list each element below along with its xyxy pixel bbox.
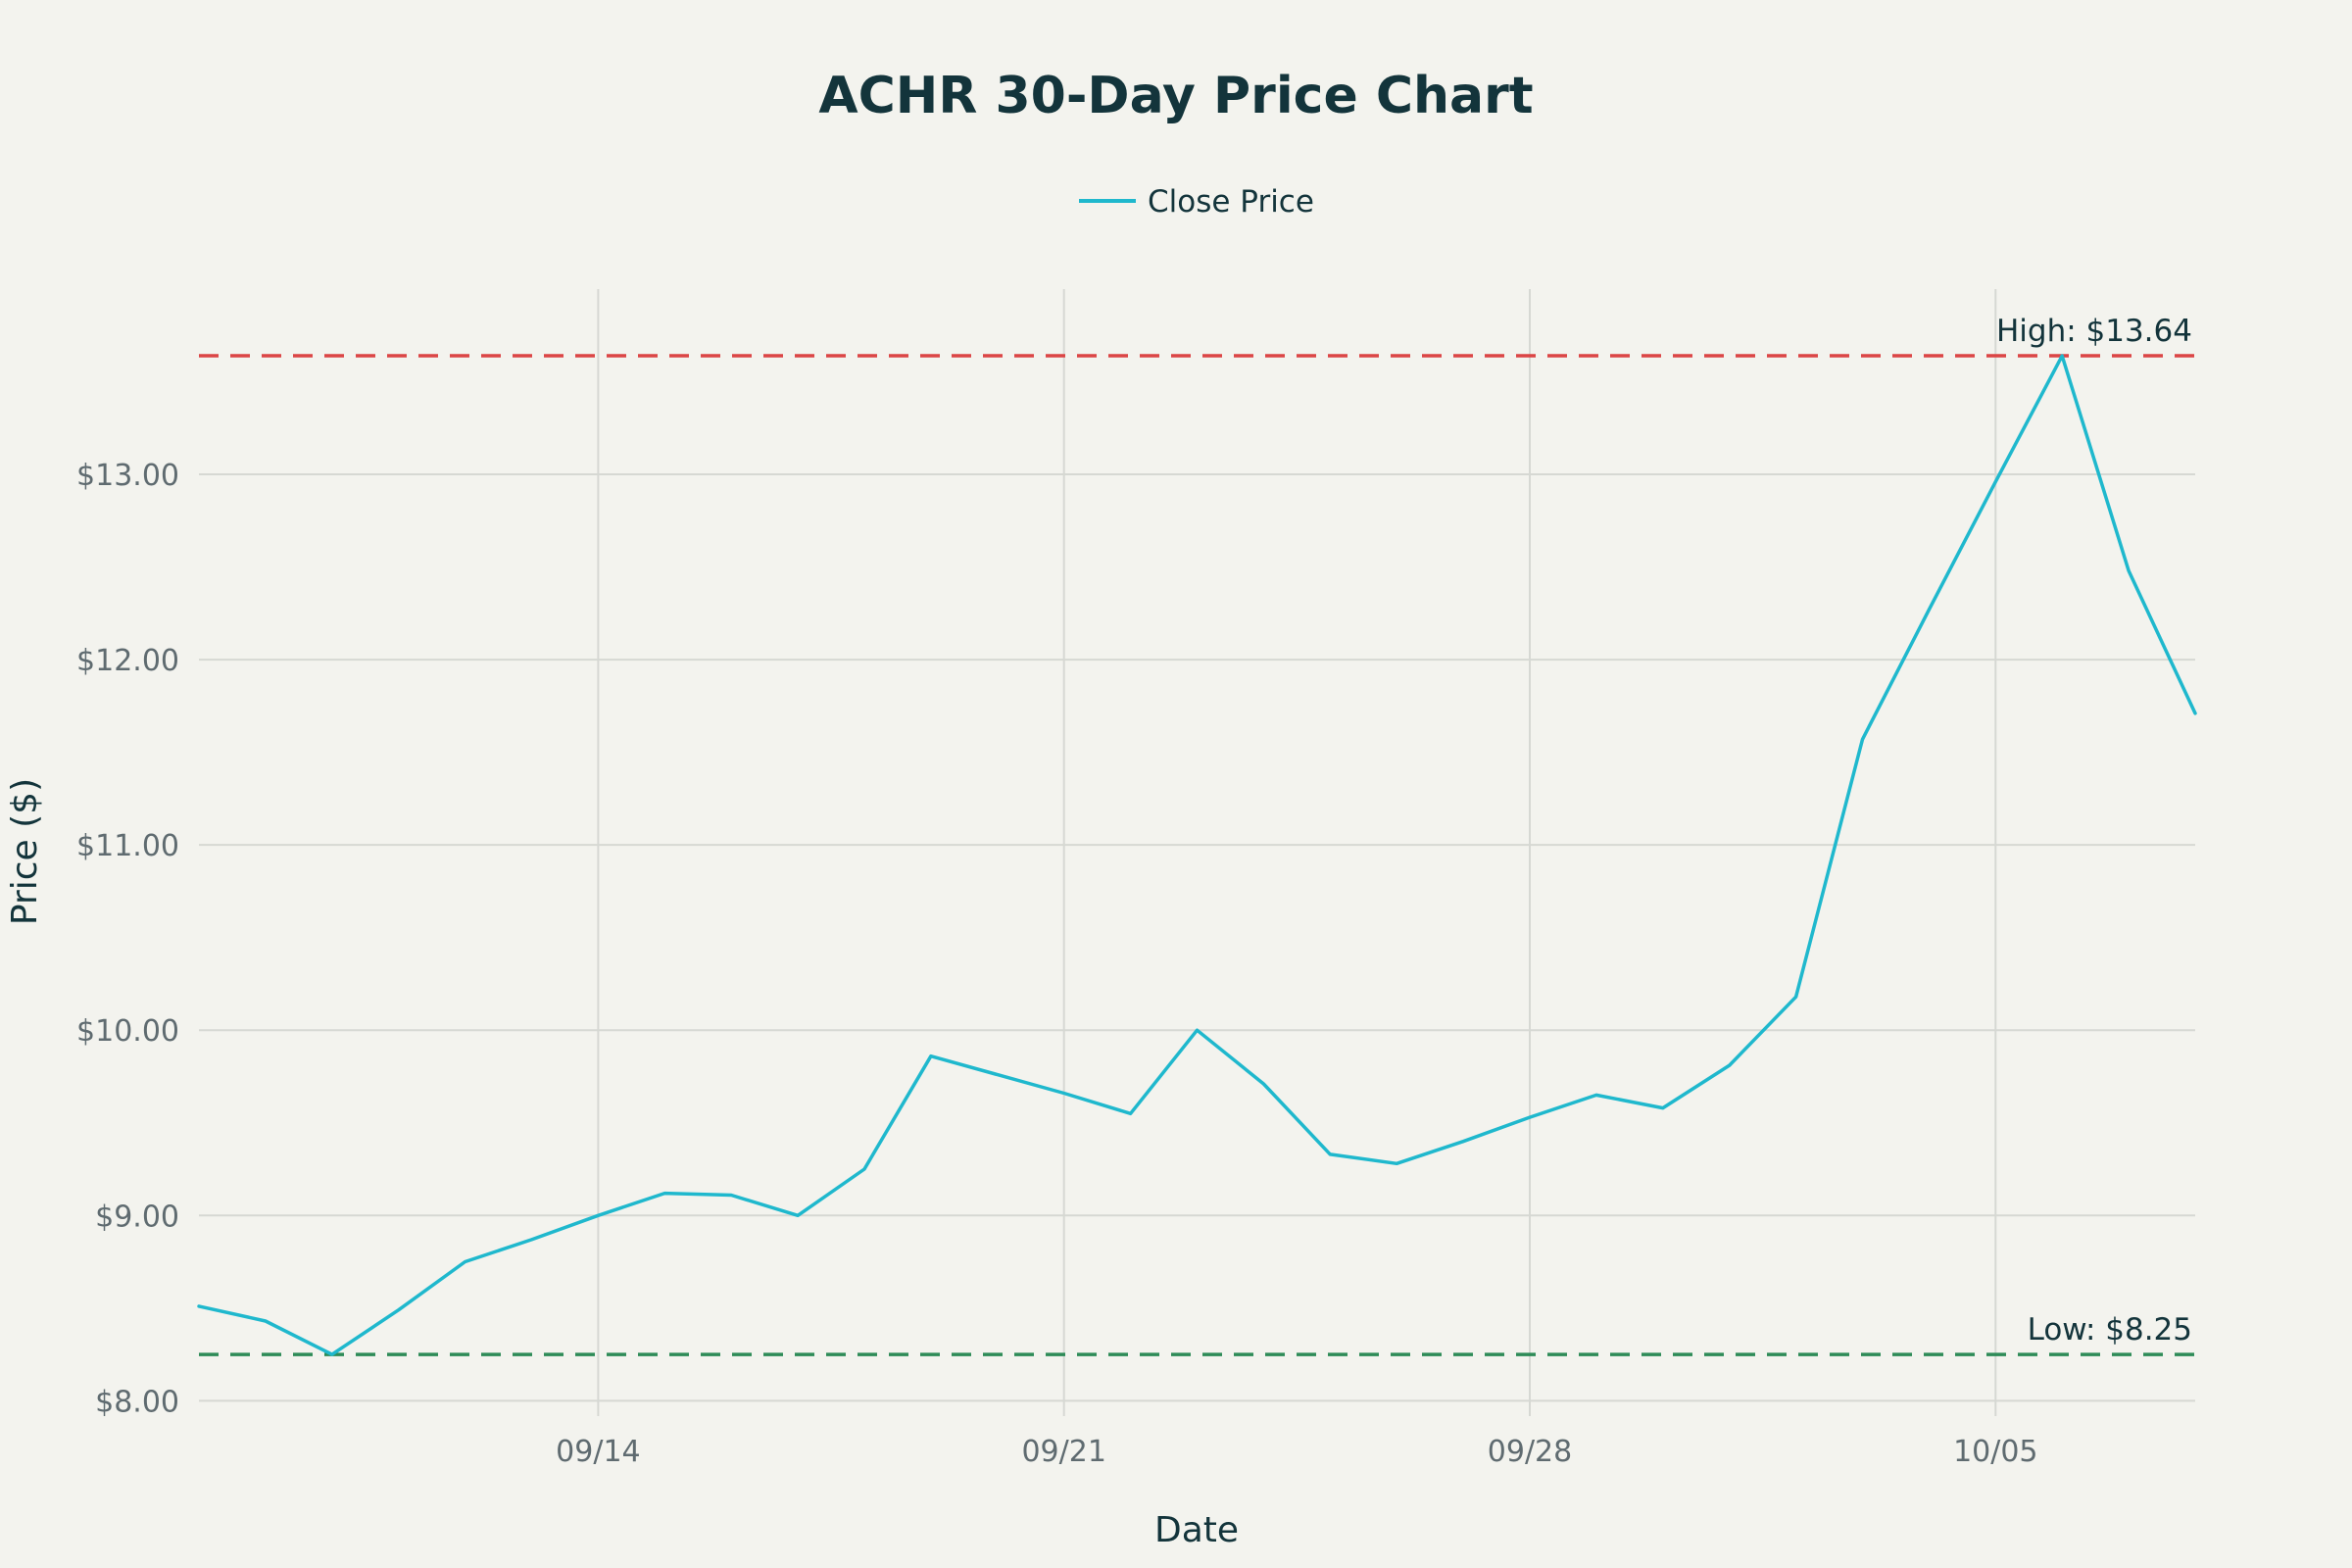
close-price-point (1197, 1030, 1198, 1031)
close-price-point (664, 1193, 665, 1194)
close-price-point (1595, 1095, 1596, 1096)
close-price-point (997, 1074, 998, 1075)
close-price-point (265, 1321, 266, 1322)
series-layer (197, 354, 2197, 1356)
y-axis-ticks: $8.00 $9.00 $10.00 $11.00 $12.00 $13.00 (76, 459, 179, 1419)
close-price-point (1729, 1065, 1730, 1066)
close-price-point (1463, 1141, 1464, 1142)
close-price-point (2195, 712, 2196, 713)
close-price-point (2062, 356, 2063, 357)
high-annotation: High: $13.64 (1996, 314, 2192, 349)
close-price-point (1862, 739, 1863, 740)
chart-legend: Close Price (1079, 184, 1314, 220)
x-tick-label: 09/14 (556, 1435, 640, 1469)
close-price-point (1929, 610, 1930, 611)
y-tick-label: $12.00 (76, 644, 179, 678)
low-annotation: Low: $8.25 (2028, 1312, 2192, 1348)
chart-title: ACHR 30-Day Price Chart (818, 67, 1533, 125)
close-price-point (731, 1195, 732, 1196)
close-price-point (798, 1215, 799, 1216)
y-tick-label: $9.00 (95, 1200, 179, 1234)
close-price-point (1330, 1153, 1331, 1154)
x-axis-title: Date (1154, 1510, 1239, 1550)
close-price-point (398, 1309, 399, 1310)
x-tick-label: 09/28 (1488, 1435, 1572, 1469)
close-price-point (1130, 1113, 1131, 1114)
close-price-point (2129, 570, 2130, 571)
close-price-point (864, 1169, 865, 1170)
y-tick-label: $10.00 (76, 1014, 179, 1049)
close-price-point (1530, 1117, 1531, 1118)
x-axis-ticks: 09/14 09/21 09/28 10/05 (556, 1435, 2037, 1469)
close-price-point (465, 1261, 466, 1262)
close-price-point (1662, 1107, 1663, 1108)
close-price-point (598, 1215, 599, 1216)
close-price-line (197, 354, 2197, 1356)
close-price-point (531, 1239, 532, 1240)
x-tick-label: 09/21 (1021, 1435, 1105, 1469)
chart-grid (199, 289, 2195, 1416)
close-price-point (331, 1354, 332, 1355)
close-price-point (930, 1055, 931, 1056)
close-price-point (1063, 1093, 1064, 1094)
close-price-point (1263, 1084, 1264, 1085)
y-tick-label: $11.00 (76, 829, 179, 863)
close-price-point (1396, 1163, 1397, 1164)
close-price-point (199, 1305, 200, 1306)
legend-label-close-price: Close Price (1148, 184, 1314, 220)
close-price-point (1995, 481, 1996, 482)
reference-lines: High: $13.64 Low: $8.25 (199, 314, 2195, 1356)
close-price-point (1795, 997, 1796, 998)
y-tick-label: $8.00 (95, 1385, 179, 1419)
y-tick-label: $13.00 (76, 459, 179, 493)
y-axis-title: Price ($) (5, 778, 45, 925)
x-tick-label: 10/05 (1953, 1435, 2037, 1469)
